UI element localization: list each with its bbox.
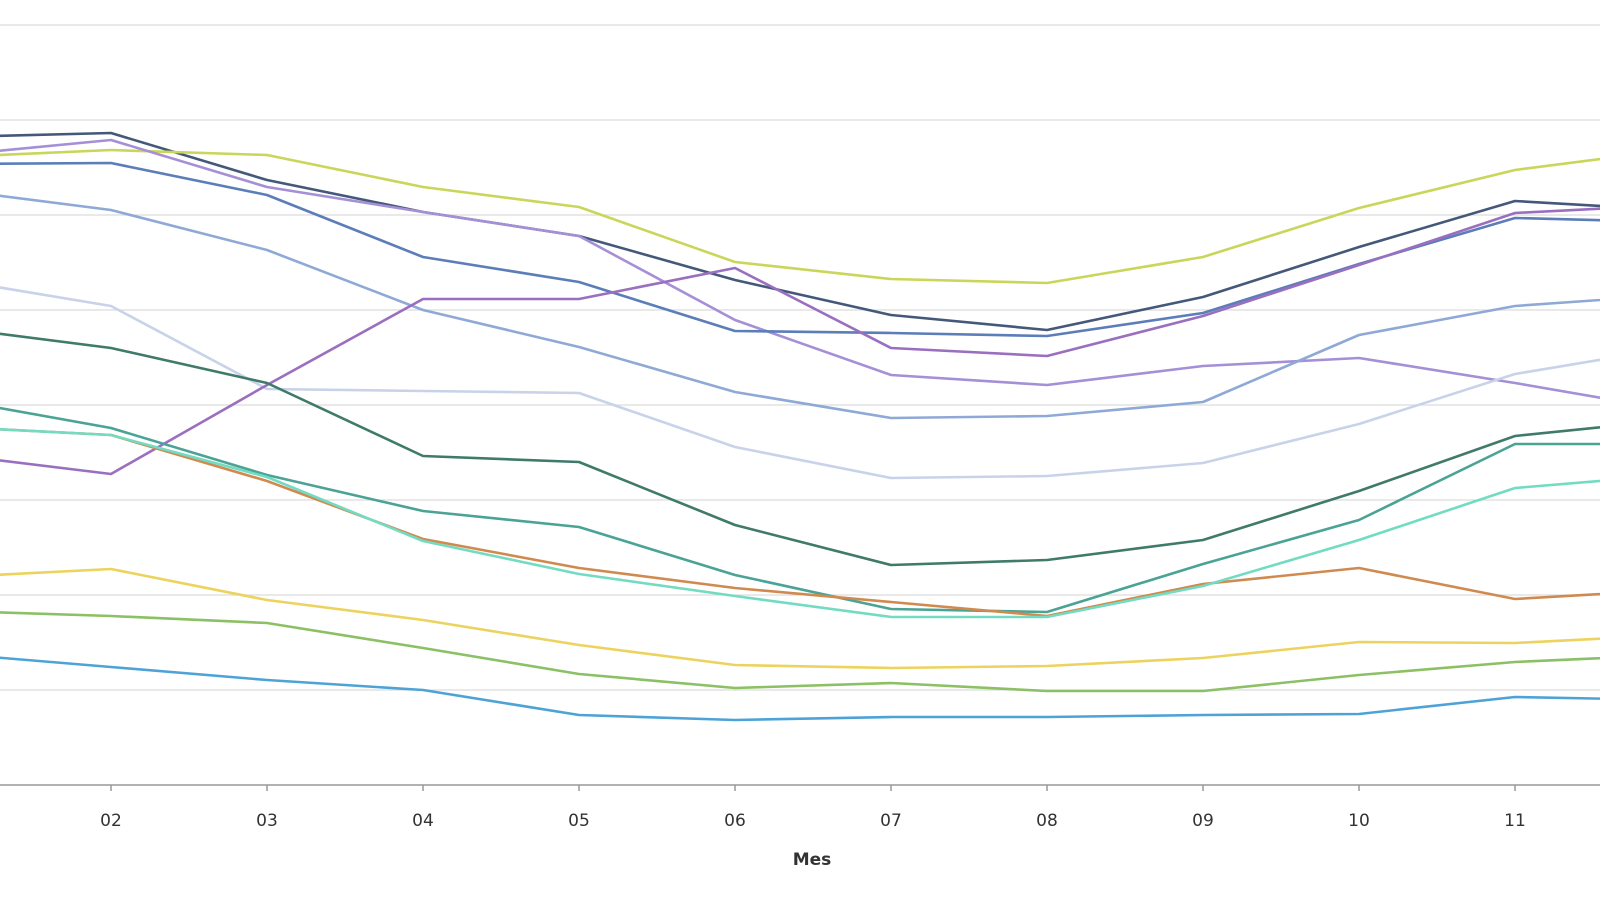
series-line [0,194,1600,420]
x-tick-label: 03 [256,811,278,831]
series-line [0,611,1600,693]
series-line [0,428,1600,619]
x-tick-label: 04 [412,811,434,831]
x-tick-label: 05 [568,811,590,831]
series-line [0,131,1600,332]
x-tick-label: 08 [1036,811,1058,831]
series-line [0,332,1600,567]
series-line [0,138,1600,400]
x-tick-label: 02 [100,811,122,831]
x-tick-label: 10 [1348,811,1370,831]
series-line [0,207,1600,476]
series-line [0,286,1600,480]
x-axis-label: Mes [793,850,832,870]
series-line [0,656,1600,722]
x-tick-label: 09 [1192,811,1214,831]
series-line [0,567,1600,670]
x-tick-label: 07 [880,811,902,831]
series-line [0,148,1600,285]
x-tick-label: 06 [724,811,746,831]
series-line [0,428,1600,618]
series-line [0,406,1600,614]
x-tick-label: 11 [1504,811,1526,831]
